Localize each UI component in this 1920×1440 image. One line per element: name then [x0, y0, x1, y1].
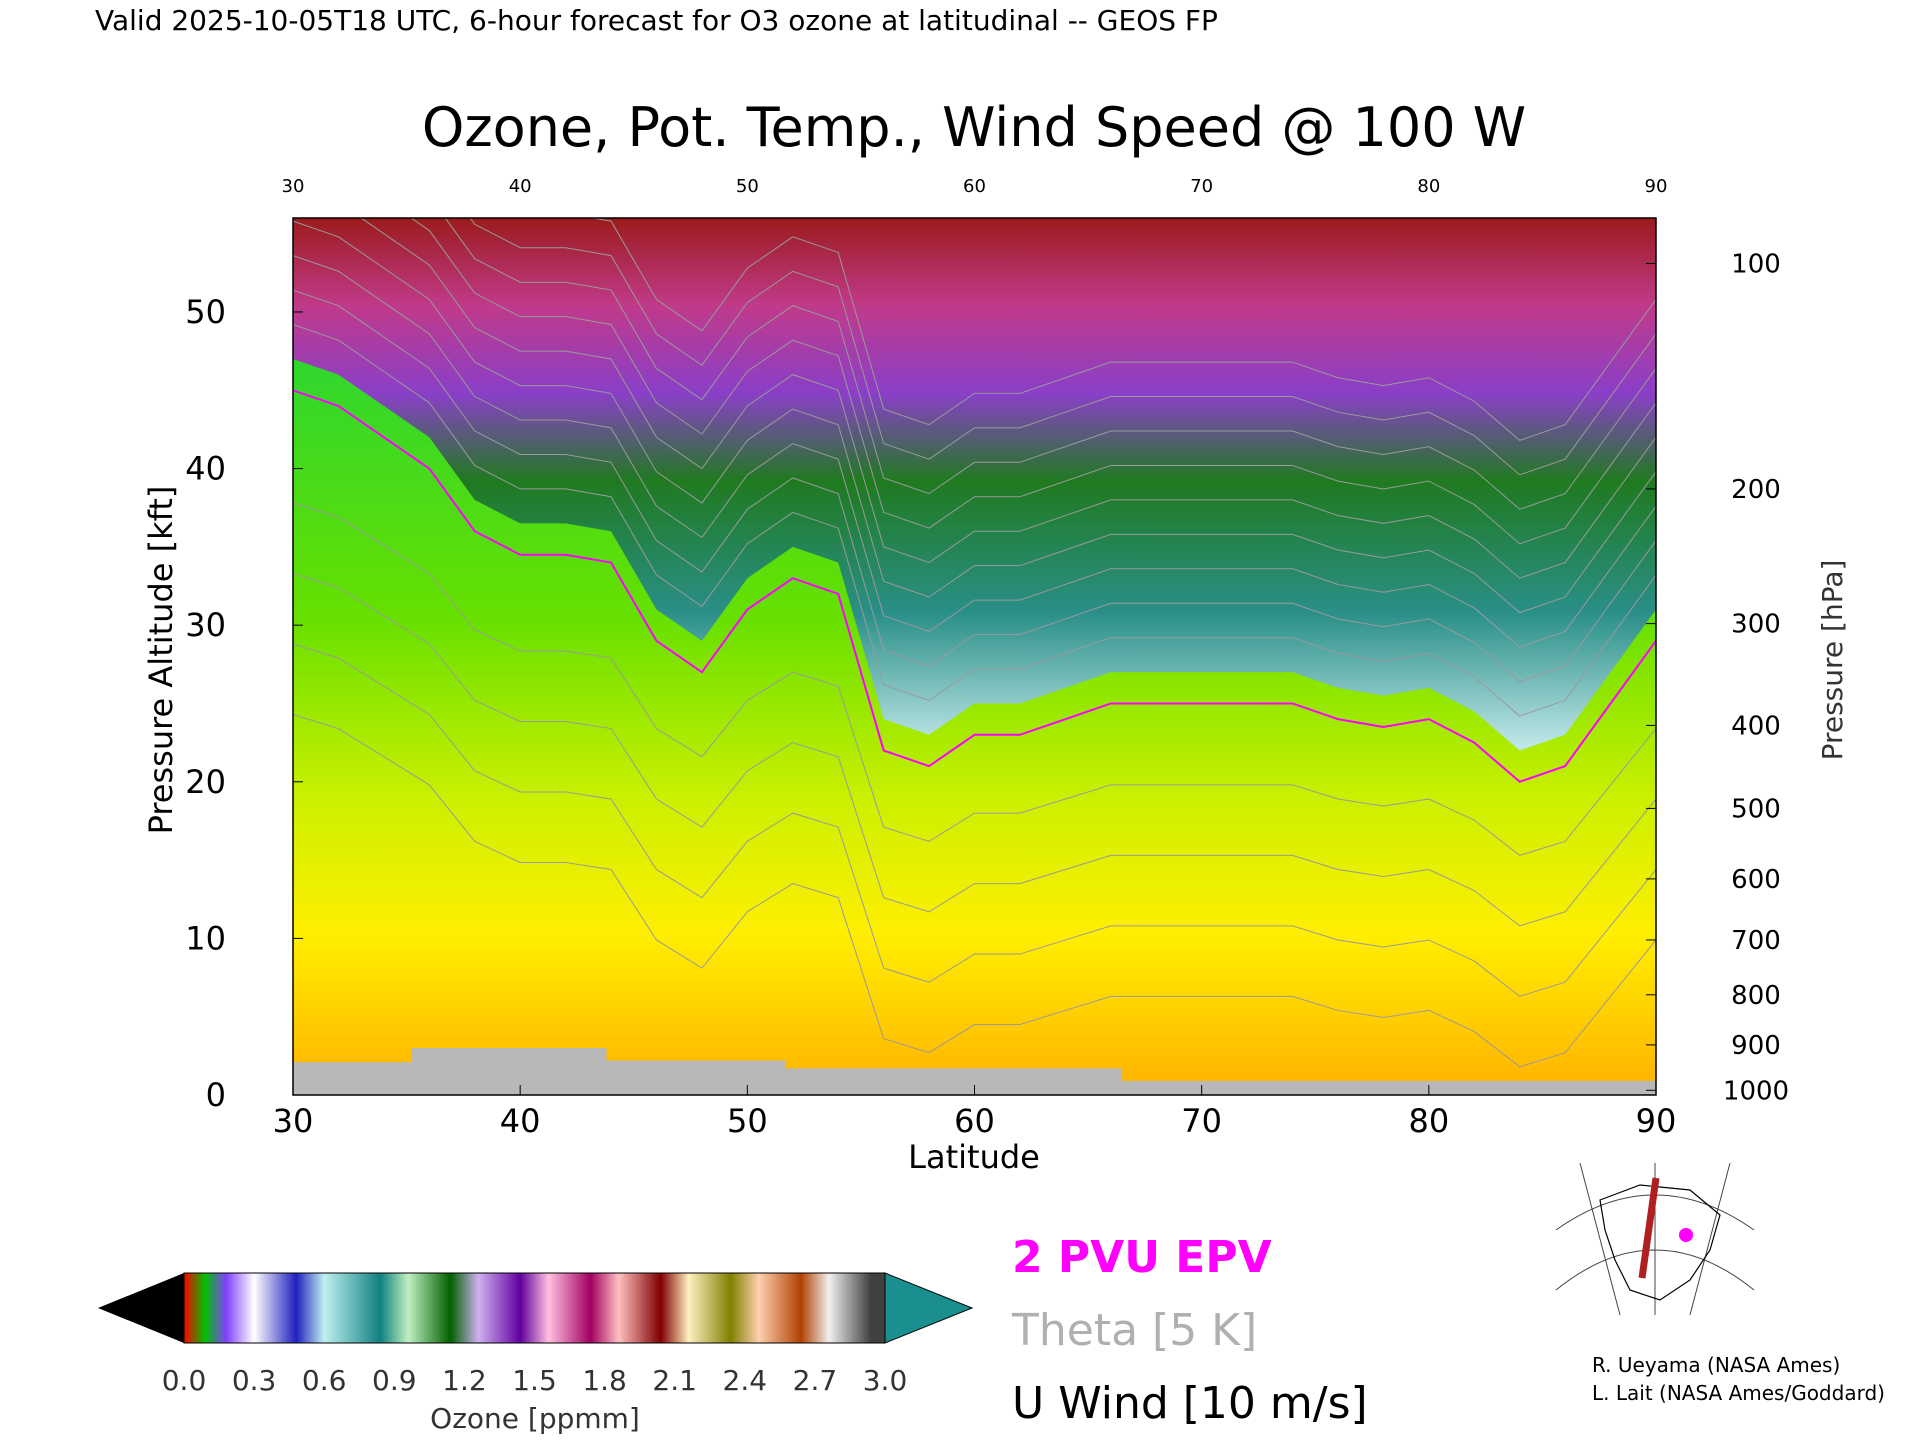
colorbar-tick-label: 0.9 [372, 1364, 417, 1397]
chart-title: Ozone, Pot. Temp., Wind Speed @ 100 W [422, 96, 1526, 159]
x-tick-label-top: 90 [1645, 176, 1668, 197]
y-tick-label: 10 [185, 919, 226, 957]
x-tick-label-top: 40 [509, 176, 532, 197]
y-tick-label: 50 [185, 293, 226, 331]
pressure-tick-label: 900 [1731, 1031, 1781, 1061]
x-tick-label: 30 [273, 1102, 314, 1140]
x-tick-label: 70 [1181, 1102, 1222, 1140]
colorbar-body [183, 1272, 886, 1344]
y-tick-label: 20 [185, 763, 226, 801]
y-axis-ticks-left: 0 10 20 30 40 50 [185, 293, 303, 1114]
colorbar-tick-label: 2.7 [793, 1364, 838, 1397]
pressure-tick-label: 100 [1731, 249, 1781, 279]
x-tick-label: 50 [727, 1102, 768, 1140]
x-tick-label: 40 [500, 1102, 541, 1140]
theta-contour-line [293, 255, 1656, 648]
colorbar-tick-label: 3.0 [863, 1364, 908, 1397]
colorbar-tick-label: 1.5 [512, 1364, 557, 1397]
y-tick-label: 30 [185, 606, 226, 644]
troposphere-field [293, 358, 1656, 1095]
pressure-tick-label: 200 [1731, 475, 1781, 505]
x-tick-label: 60 [954, 1102, 995, 1140]
colorbar-high-arrow [884, 1272, 974, 1344]
map-location-dot [1679, 1228, 1693, 1242]
pressure-tick-label: 400 [1731, 711, 1781, 741]
legend-epv: 2 PVU EPV [1012, 1232, 1272, 1283]
pressure-tick-label: 500 [1731, 794, 1781, 824]
map-section-line [1638, 1177, 1660, 1279]
colorbar-ticks: 0.0 0.3 0.6 0.9 1.2 1.5 1.8 2.1 2.4 2.7 3.0 [162, 1364, 908, 1397]
theta-contour-line [293, 220, 1656, 614]
colorbar-tick-label: 0.3 [232, 1364, 277, 1397]
terrain [293, 1048, 1656, 1095]
colorbar-tick-label: 2.1 [652, 1364, 697, 1397]
x-tick-label-top: 30 [282, 176, 305, 197]
pressure-axis-ticks: 100 200 300 400 500 600 700 800 900 1000 [1646, 249, 1789, 1106]
plot-area [293, 218, 1656, 1095]
theta-contour-line [293, 573, 1656, 927]
theta-contour-line [444, 218, 1656, 510]
pressure-tick-label: 300 [1731, 610, 1781, 640]
credit-line-1: R. Ueyama (NASA Ames) [1592, 1353, 1840, 1377]
pressure-axis-label: Pressure [hPa] [1816, 560, 1849, 761]
credit-line-2: L. Lait (NASA Ames/Goddard) [1592, 1381, 1885, 1405]
x-axis-label: Latitude [908, 1138, 1040, 1176]
legend-u-wind: U Wind [10 m/s] [1012, 1378, 1368, 1429]
theta-contour-line [589, 218, 1656, 441]
theta-contour-line [469, 218, 1656, 476]
theta-contour-line [360, 218, 1656, 579]
theta-contour-line [293, 713, 1656, 1068]
colorbar-tick-label: 0.0 [162, 1364, 207, 1397]
colorbar-label: Ozone [ppmm] [430, 1402, 640, 1435]
y-axis-label: Pressure Altitude [kft] [142, 486, 180, 835]
y-tick-label: 40 [185, 450, 226, 488]
theta-contour-line [293, 643, 1656, 997]
theta-contour-line [410, 218, 1656, 545]
x-tick-label-top: 50 [736, 176, 759, 197]
theta-contours [293, 218, 1656, 1068]
pressure-tick-label: 800 [1731, 981, 1781, 1011]
theta-contour-line [293, 289, 1656, 683]
x-tick-label-top: 70 [1190, 176, 1213, 197]
epv-2pvu-contour [293, 389, 1656, 783]
locator-map [1555, 1162, 1755, 1316]
x-axis-ticks-bottom: 30 40 50 60 70 80 90 [273, 1085, 1677, 1140]
colorbar-low-arrow [98, 1273, 184, 1343]
legend: 2 PVU EPV Theta [5 K] U Wind [10 m/s] [1011, 1232, 1368, 1429]
x-tick-label-top: 80 [1417, 176, 1440, 197]
pressure-tick-label: 700 [1731, 926, 1781, 956]
colorbar-tick-label: 1.2 [442, 1364, 487, 1397]
map-coastlines [1599, 1184, 1721, 1301]
pressure-tick-label: 600 [1731, 865, 1781, 895]
x-axis-ticks-top: 30 40 50 60 70 80 90 [282, 176, 1668, 197]
colorbar-tick-label: 2.4 [723, 1364, 768, 1397]
x-tick-label-top: 60 [963, 176, 986, 197]
colorbar: 0.0 0.3 0.6 0.9 1.2 1.5 1.8 2.1 2.4 2.7 3.0 Ozone … [98, 1272, 974, 1435]
colorbar-tick-label: 1.8 [582, 1364, 627, 1397]
x-tick-label: 80 [1408, 1102, 1449, 1140]
colorbar-tick-label: 0.6 [302, 1364, 347, 1397]
theta-contour-line [293, 502, 1656, 856]
legend-theta: Theta [5 K] [1011, 1305, 1257, 1356]
x-tick-label: 90 [1636, 1102, 1677, 1140]
valid-line: Valid 2025-10-05T18 UTC, 6-hour forecast… [95, 4, 1218, 37]
y-tick-label: 0 [206, 1076, 226, 1114]
theta-contour-line [293, 324, 1656, 717]
pressure-tick-label: 1000 [1723, 1076, 1789, 1106]
